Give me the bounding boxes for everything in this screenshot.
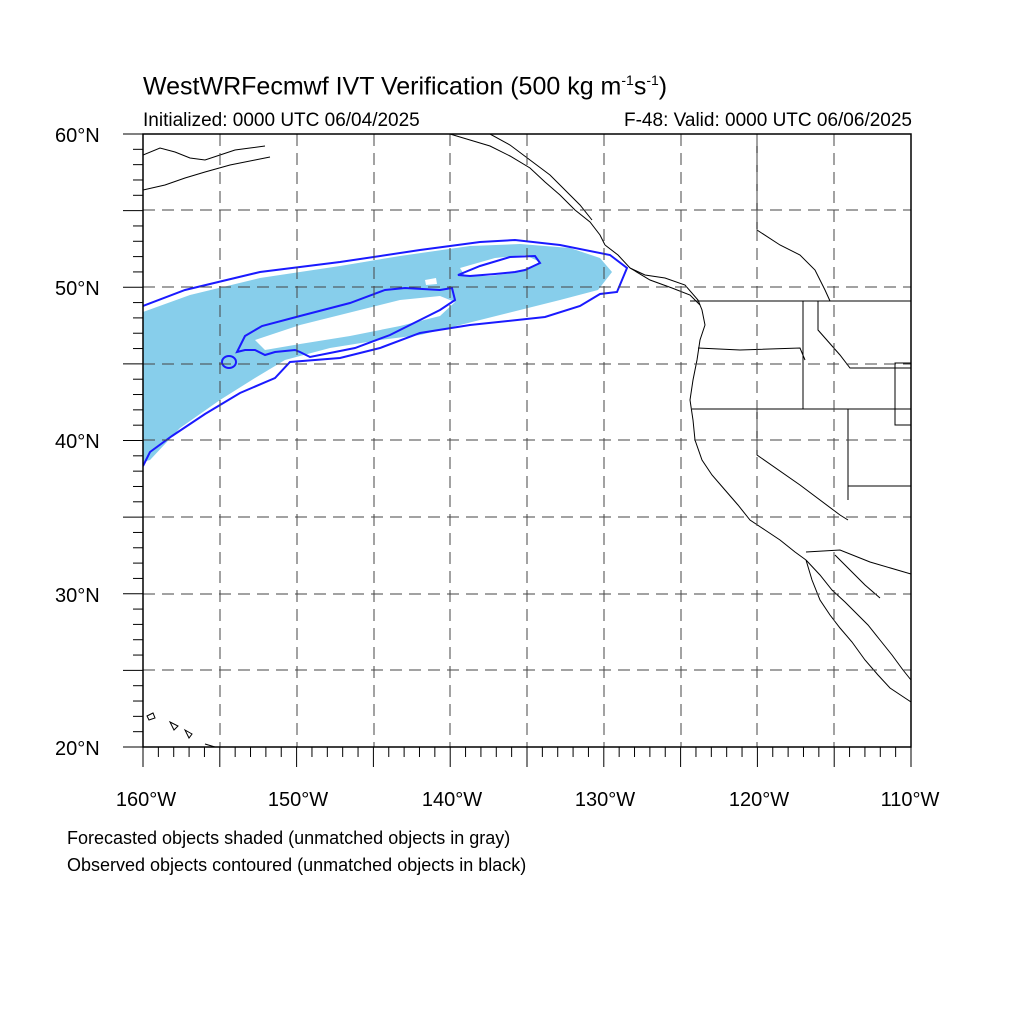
observed-ivt-contour bbox=[143, 238, 629, 467]
lon-label-120w: 120°W bbox=[729, 789, 789, 811]
observed-note: Observed objects contoured (unmatched ob… bbox=[67, 855, 527, 875]
observed-ivt-contour-inner bbox=[457, 254, 542, 278]
lon-label-110w: 110°W bbox=[881, 789, 940, 811]
map-title: WestWRFecmwf IVT Verification (500 kg m-… bbox=[143, 72, 668, 101]
lon-label-130w: 130°W bbox=[575, 789, 635, 811]
lon-label-160w: 160°W bbox=[116, 789, 176, 811]
forecast-ivt-object bbox=[143, 244, 612, 462]
valid-time: F-48: Valid: 0000 UTC 06/06/2025 bbox=[624, 110, 912, 131]
coastlines bbox=[143, 134, 911, 747]
lat-label-60: 60°N bbox=[55, 125, 100, 147]
observed-ivt-contour-inner bbox=[235, 286, 457, 359]
lon-label-150w: 150°W bbox=[268, 789, 328, 811]
lat-label-40: 40°N bbox=[55, 431, 100, 453]
axis-ticks bbox=[123, 133, 912, 767]
lat-label-30: 30°N bbox=[55, 585, 100, 607]
forecast-gap bbox=[255, 296, 455, 350]
grid bbox=[143, 134, 911, 747]
forecast-note: Forecasted objects shaded (unmatched obj… bbox=[67, 828, 511, 848]
forecast-gap bbox=[425, 278, 437, 285]
latitude-labels: 60°N 50°N 40°N 30°N 20°N bbox=[55, 125, 100, 760]
longitude-labels: 160°W 150°W 140°W 130°W 120°W 110°W bbox=[116, 789, 940, 811]
initialized-time: Initialized: 0000 UTC 06/04/2025 bbox=[143, 110, 420, 131]
lat-label-20: 20°N bbox=[55, 738, 100, 760]
observed-ivt-contour-small bbox=[221, 355, 237, 369]
lat-label-50: 50°N bbox=[55, 278, 100, 300]
political-borders bbox=[690, 134, 911, 575]
lon-label-140w: 140°W bbox=[422, 789, 482, 811]
legend-notes: Forecasted objects shaded (unmatched obj… bbox=[67, 825, 526, 879]
